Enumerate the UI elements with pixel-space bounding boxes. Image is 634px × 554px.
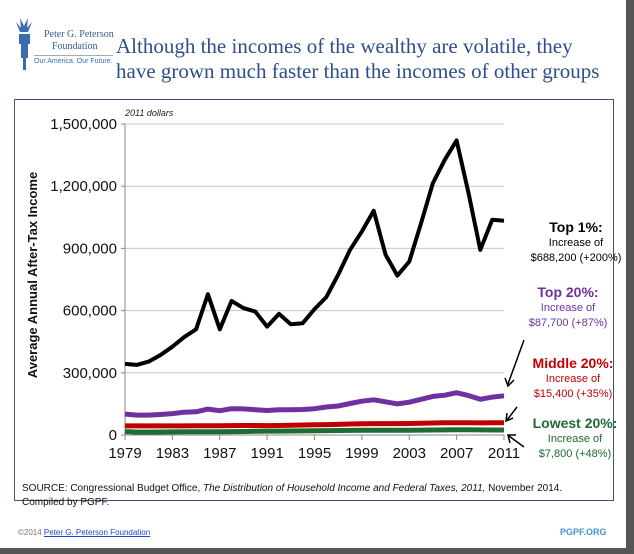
torch-icon [16, 18, 32, 70]
annotation-text: Increase of [540, 302, 596, 314]
page-title: Although the incomes of the wealthy are … [116, 34, 600, 83]
source-note: SOURCE: Congressional Budget Office, The… [22, 482, 602, 510]
footer-copyright: ©2014 Peter G. Peterson Foundation [18, 528, 150, 537]
series-line-top-20- [124, 390, 505, 418]
annotation-head: Top 20%: [537, 284, 599, 300]
y-tick-label: 900,000 [63, 240, 117, 257]
series-line-middle-20- [125, 420, 505, 429]
shadow [626, 0, 634, 554]
source-suffix: November 2014. Compiled by PGPF. [22, 483, 563, 508]
footer-url[interactable]: PGPF.ORG [560, 527, 607, 537]
logo-line1: Peter G. Peterson [44, 29, 114, 40]
annotation-text: Increase of [545, 373, 601, 385]
logo: Peter G. Peterson Foundation Our America… [14, 12, 114, 72]
y-tick-label: 0 [109, 427, 117, 444]
annotation-lowest20: Lowest 20%: Increase of $7,800 (+48%) [520, 414, 630, 462]
x-tick-label: 2003 [393, 445, 426, 462]
annotation-text: $7,800 (+48%) [538, 448, 612, 460]
x-tick-label: 1987 [203, 445, 236, 462]
annotation-text: $688,200 (+200%) [530, 252, 622, 264]
annotation-arrows [504, 339, 525, 448]
annotation-middle20: Middle 20%: Increase of $15,400 (+35%) [518, 354, 628, 402]
x-tick-label: 1991 [250, 445, 283, 462]
y-tick-label: 1,200,000 [50, 178, 117, 195]
logo-line2: Foundation [52, 41, 98, 52]
annotation-top20: Top 20%: Increase of $87,700 (+87%) [518, 283, 618, 331]
y-tick-label: 300,000 [63, 365, 117, 382]
x-tick-label: 2011 [488, 445, 520, 462]
shadow [0, 548, 634, 554]
y-tick-label: 600,000 [63, 303, 117, 320]
annotation-text: Increase of [548, 237, 604, 249]
x-tick-label: 1999 [345, 445, 378, 462]
y-tick-label: 1,500,000 [50, 116, 117, 133]
annotation-head: Lowest 20%: [532, 415, 618, 431]
chart-frame [14, 99, 614, 501]
x-tick-label: 1979 [108, 445, 141, 462]
logo-tagline: Our America. Our Future. [34, 55, 113, 65]
foundation-link[interactable]: Peter G. Peterson Foundation [43, 528, 151, 537]
series-line-top-1- [124, 138, 505, 367]
source-title: The Distribution of Household Income and… [203, 483, 486, 494]
y-axis-label: Average Annual After-Tax Income [25, 172, 40, 378]
x-tick-label: 1983 [156, 445, 189, 462]
annotation-text: $87,700 (+87%) [528, 317, 608, 329]
annotation-text: Increase of [547, 433, 603, 445]
x-tick-label: 1995 [298, 445, 331, 462]
annotation-text: $15,400 (+35%) [533, 388, 613, 400]
x-tick-label: 2007 [440, 445, 473, 462]
series-line-lowest-20- [124, 427, 504, 435]
annotation-top1: Top 1%: Increase of $688,200 (+200%) [528, 218, 624, 266]
line-chart: 2011 dollars Average Annual After-Tax In… [25, 108, 525, 462]
source-prefix: SOURCE: Congressional Budget Office, [22, 483, 204, 494]
annotation-head: Top 1%: [549, 219, 603, 235]
chart-subtitle: 2011 dollars [124, 108, 174, 118]
copyright-text: ©2014 [18, 528, 44, 537]
annotation-head: Middle 20%: [532, 355, 614, 371]
